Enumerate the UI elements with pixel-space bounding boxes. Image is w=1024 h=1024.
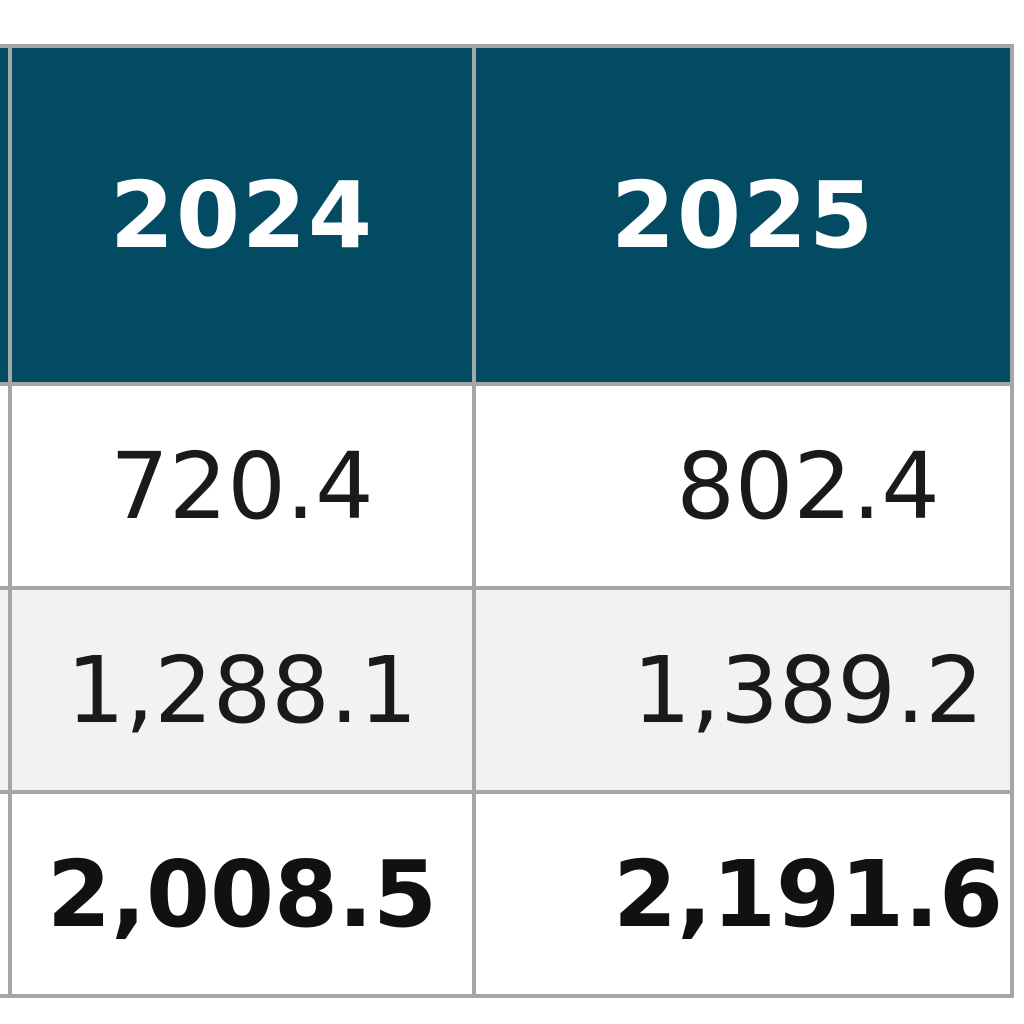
- cell-2025: 802.4: [472, 382, 1014, 590]
- table-row: 720.4 802.4: [0, 382, 1014, 590]
- value-2025: 2,191.6: [613, 840, 1004, 948]
- table-row-total: 2,008.5 2,191.6: [0, 790, 1014, 998]
- row-label: [0, 382, 12, 590]
- header-2024: 2024: [7, 44, 477, 386]
- cell-2025: 1,389.2: [472, 586, 1014, 794]
- value-2024: 720.4: [110, 432, 374, 540]
- value-2025: 802.4: [676, 432, 940, 540]
- header-2025-text: 2025: [611, 161, 876, 269]
- cell-2024: 1,288.1: [7, 586, 477, 794]
- cell-2024: 2,008.5: [7, 790, 477, 998]
- financial-table: 2024 2025 720.4 802.4 1,288.1 1,389.2 2,…: [0, 44, 1014, 998]
- value-2024: 2,008.5: [47, 840, 437, 948]
- table-row: 1,288.1 1,389.2: [0, 586, 1014, 794]
- value-2025: 1,389.2: [632, 636, 984, 744]
- value-2024: 1,288.1: [66, 636, 418, 744]
- row-label: [0, 586, 12, 794]
- header-2025: 2025: [472, 44, 1014, 386]
- cell-2024: 720.4: [7, 382, 477, 590]
- table-header-row: 2024 2025: [0, 44, 1014, 386]
- row-label: [0, 790, 12, 998]
- header-2024-text: 2024: [109, 161, 375, 269]
- cell-2025: 2,191.6: [472, 790, 1014, 998]
- header-label-cell: [0, 44, 12, 386]
